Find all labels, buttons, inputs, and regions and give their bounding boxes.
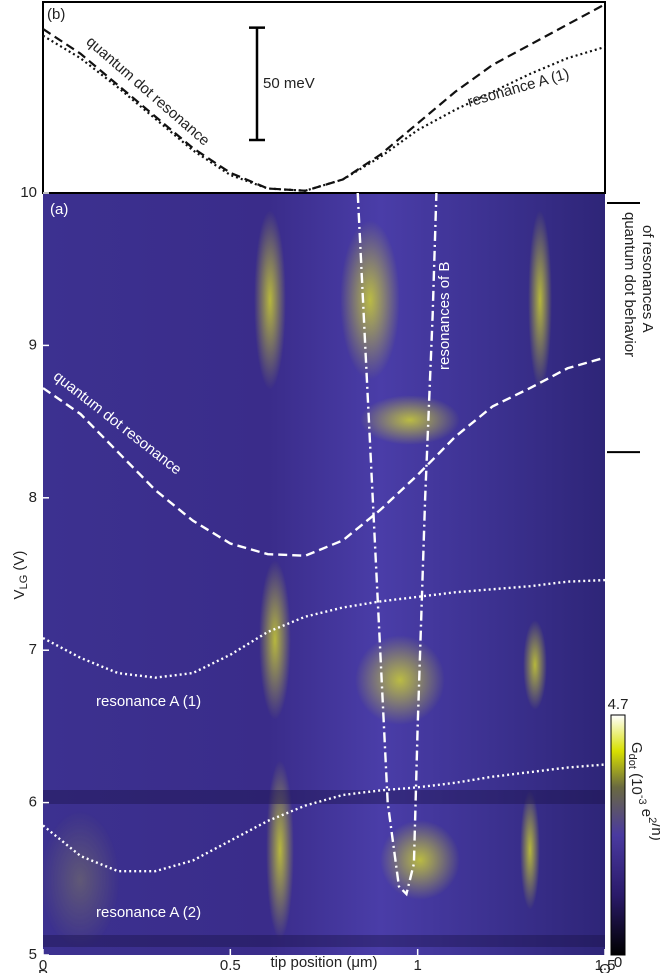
y-axis-label-part: V (11, 589, 28, 599)
annotation: resonance A (1) (466, 65, 572, 110)
curve (42, 578, 606, 679)
x-tick-label: 1.5 (595, 957, 616, 973)
bracket-label: of resonances A (639, 225, 656, 333)
y-tick-label: 9 (29, 336, 37, 353)
colorbar-label: Gdot (10-3 e2/h) (626, 742, 660, 841)
panel-label: (b) (47, 6, 65, 23)
annotation: resonances of B (436, 262, 453, 370)
x-end-label: P (38, 967, 48, 973)
annotation: quantum dot resonance (83, 33, 213, 149)
y-axis-label-part: (V) (11, 551, 28, 575)
curve (42, 356, 606, 557)
colorbar-label-part: dot (626, 754, 638, 769)
colorbar-label-part: /h) (648, 823, 660, 841)
x-end-label: Q (599, 961, 611, 973)
annotation: resonance A (1) (96, 693, 201, 710)
heatmap-background (43, 193, 605, 955)
heatmap-texture (40, 210, 605, 950)
colorbar-label-part: -3 (636, 795, 648, 805)
bracket-label: quantum dot behavior (621, 212, 638, 357)
panel-label: (a) (50, 201, 68, 218)
curve (42, 34, 606, 192)
x-tick-label: 0.5 (220, 957, 241, 973)
curve (42, 3, 606, 192)
curve (356, 192, 438, 897)
y-axis-label: VLG (V) (11, 551, 30, 600)
panel-b-frame (42, 1, 606, 194)
x-tick-label: 0 (39, 957, 47, 973)
y-axis-label-part: LG (18, 575, 30, 590)
y-tick-label: 7 (29, 641, 37, 658)
y-tick-label: 6 (29, 794, 37, 811)
annotation: resonance A (2) (96, 904, 201, 921)
x-tick-label: 1 (413, 957, 421, 973)
y-tick-label: 10 (20, 184, 37, 201)
x-axis-label: tip position (μm) (270, 954, 377, 971)
colorbar-label-part: (10 (628, 769, 645, 795)
y-tick-label: 8 (29, 489, 37, 506)
colorbar-tick-label: 0 (614, 954, 622, 971)
colorbar-label-part: 2 (646, 817, 658, 823)
y-tick-label: 5 (29, 946, 37, 963)
colorbar-tick-label: 4.7 (608, 696, 629, 713)
scale-bar-label: 50 meV (263, 75, 315, 92)
colorbar-label-part: G (628, 742, 645, 754)
colorbar (610, 714, 626, 956)
colorbar-label-part: e (638, 805, 655, 818)
